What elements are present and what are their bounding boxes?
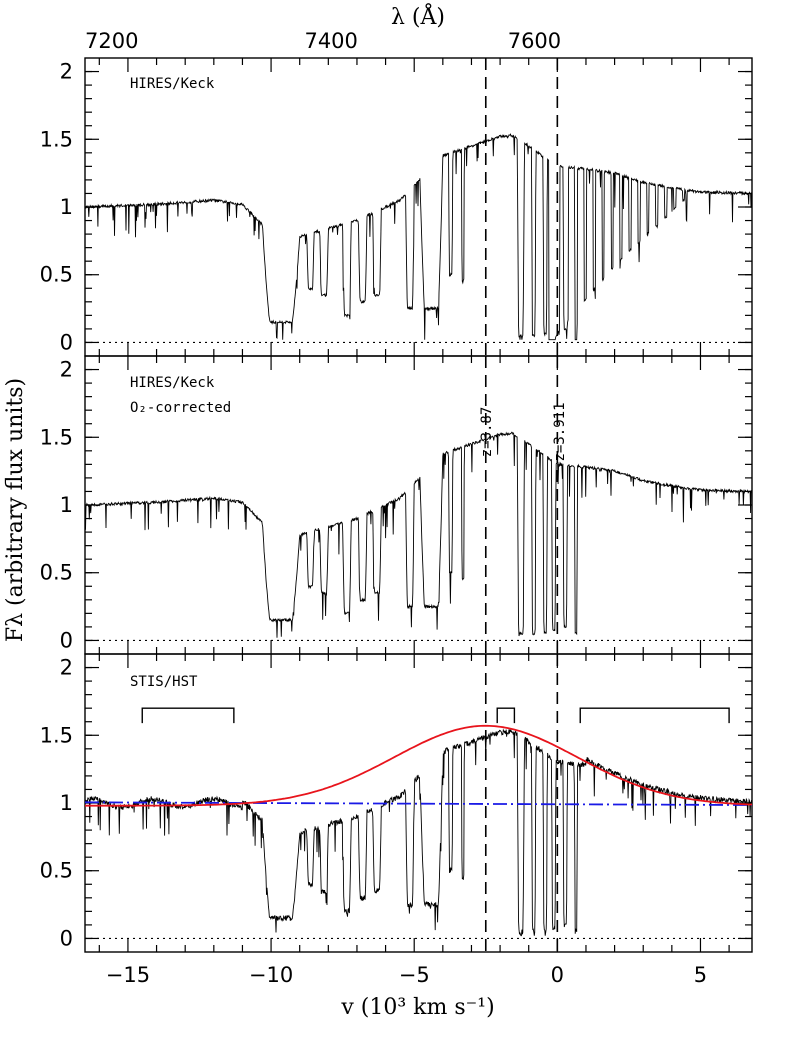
- x-tick-label: −10: [249, 963, 293, 987]
- continuum-model-line: [84, 801, 753, 806]
- panel-frame: [84, 57, 753, 357]
- emission-model-curve: [85, 724, 752, 807]
- panel-hires-keck: HIRES/Keck 0 0.5 1 1.5 2: [40, 57, 753, 357]
- y-tick-label: 1: [60, 791, 73, 815]
- fit-window-bracket: [496, 707, 516, 724]
- panel-label-hires-keck: HIRES/Keck: [130, 76, 215, 92]
- fit-window-bracket: [141, 707, 235, 724]
- fit-window-bracket: [579, 707, 730, 724]
- spectrum-series: [84, 728, 753, 937]
- x-tick-label: 0: [551, 963, 564, 987]
- y-tick-label: 0: [60, 628, 73, 652]
- panel-sublabel-o2-corrected: O₂-corrected: [130, 400, 231, 416]
- x-axis-label: v (10³ km s⁻¹): [340, 995, 494, 1020]
- top-tick-label: 7600: [508, 29, 561, 53]
- z-label-z3911: z=3.911: [552, 402, 568, 461]
- y-tick-label: 0.5: [40, 561, 73, 585]
- x-tick-label: 5: [694, 963, 707, 987]
- panel-label-hires-keck-corrected: HIRES/Keck: [130, 375, 215, 391]
- y-tick-label: 2: [60, 358, 73, 382]
- top-axis-label: λ (Å): [391, 2, 445, 30]
- top-tick-label: 7200: [85, 29, 138, 53]
- top-axis-tick-labels: 7200 7400 7600: [85, 29, 561, 53]
- y-tick-label: 0: [60, 330, 73, 354]
- y-tick-label: 0: [60, 926, 73, 950]
- y-tick-label: 1.5: [40, 127, 73, 151]
- y-axis-label: Fλ (arbitrary flux units): [3, 378, 28, 642]
- y-tick-label: 0.5: [40, 859, 73, 883]
- spectrum-series: [84, 431, 753, 638]
- z-label-z387: z=3.87: [479, 407, 495, 458]
- panel-hires-keck-o2-corrected: HIRES/Keck O₂-corrected 0 0.5 1 1.5 2: [40, 355, 753, 655]
- panel-stis-hst: STIS/HST 0 0.5 1 1.5 2: [40, 653, 753, 953]
- y-tick-label: 1: [60, 195, 73, 219]
- y-tick-label: 0.5: [40, 263, 73, 287]
- top-tick-label: 7400: [304, 29, 357, 53]
- y-tick-label: 1: [60, 493, 73, 517]
- panel-label-stis-hst: STIS/HST: [130, 674, 198, 690]
- y-tick-label: 1.5: [40, 723, 73, 747]
- x-tick-label: −5: [399, 963, 430, 987]
- y-tick-label: 1.5: [40, 425, 73, 449]
- y-tick-label: 2: [60, 656, 73, 680]
- spectrum-series: [84, 133, 753, 341]
- y-tick-label: 2: [60, 60, 73, 84]
- x-tick-label: −15: [106, 963, 150, 987]
